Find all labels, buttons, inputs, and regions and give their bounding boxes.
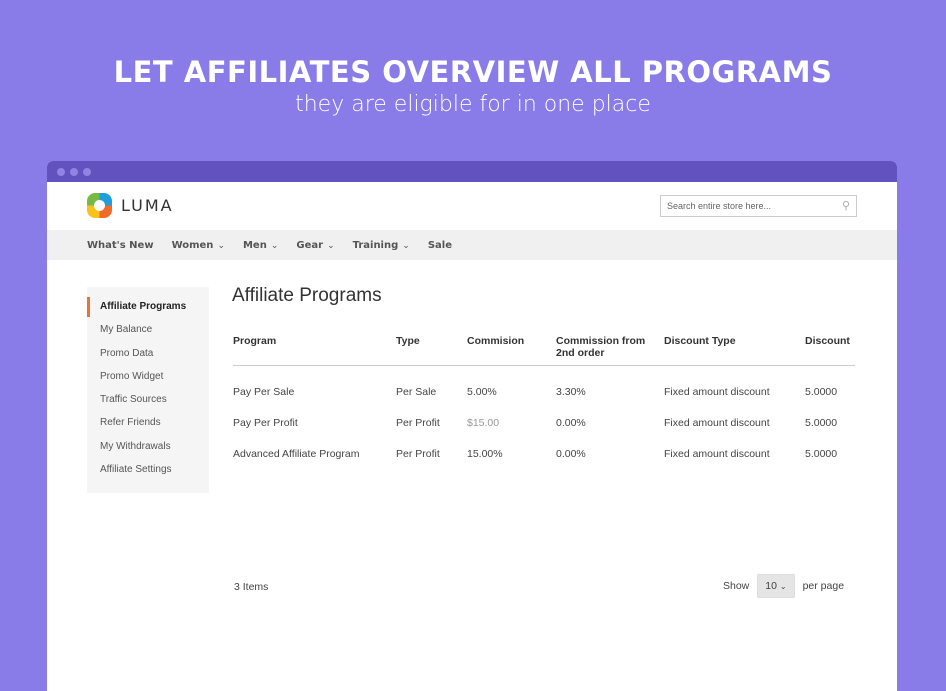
per-page-select[interactable]: 10 ⌄ [757, 574, 795, 598]
nav-label: Women [171, 239, 214, 251]
table-cell: 5.0000 [805, 386, 838, 398]
chevron-down-icon: ⌄ [270, 240, 279, 251]
table-cell: Per Profit [396, 417, 440, 429]
table-cell: 5.00% [467, 386, 497, 398]
per-page-label: per page [802, 580, 845, 592]
nav-label: What's New [87, 239, 154, 251]
nav-item-sale[interactable]: Sale [428, 240, 452, 251]
nav-label: Sale [427, 239, 452, 251]
table-cell: Pay Per Sale [233, 386, 295, 398]
account-sidebar: Affiliate Programs My Balance Promo Data Pr… [87, 287, 209, 493]
table-cell: Fixed amount discount [664, 417, 770, 429]
sidebar-item-promo-data[interactable]: Promo Data [100, 347, 154, 359]
items-count: 3 Items [234, 581, 269, 593]
show-label: Show [723, 580, 750, 592]
col-commission-2nd: Commission from 2nd order [556, 335, 646, 359]
nav-label: Gear [296, 239, 324, 251]
table-cell: 0.00% [556, 448, 586, 460]
chevron-down-icon: ⌄ [327, 240, 335, 251]
sidebar-item-affiliate-settings[interactable]: Affiliate Settings [100, 464, 172, 476]
sidebar-item-traffic-sources[interactable]: Traffic Sources [100, 394, 167, 406]
col-type: Type [396, 335, 420, 347]
table-cell: Per Sale [396, 386, 437, 398]
nav-item-what-s-new[interactable]: What's New [87, 240, 154, 251]
table-cell: 15.00% [467, 448, 503, 460]
browser-window: LUMA Search entire store here... ⚲ What'… [47, 161, 897, 691]
logo[interactable]: LUMA [87, 193, 174, 218]
chevron-down-icon: ⌄ [779, 582, 787, 591]
nav-item-training[interactable]: Training ⌄ [353, 240, 410, 251]
nav-item-men[interactable]: Men ⌄ [243, 240, 278, 251]
page-title: Affiliate Programs [232, 285, 382, 306]
col-discount-type: Discount Type [664, 335, 736, 347]
hero-subtitle: they are eligible for in one place [295, 92, 651, 117]
chevron-down-icon: ⌄ [217, 240, 225, 251]
sidebar-item-my-balance[interactable]: My Balance [100, 324, 153, 336]
table-cell: Fixed amount discount [664, 386, 770, 398]
table-cell: 5.0000 [805, 417, 838, 429]
table-cell: Advanced Affiliate Program [233, 448, 360, 460]
nav-item-gear[interactable]: Gear ⌄ [296, 240, 334, 251]
luma-logo-icon [87, 193, 112, 218]
table-cell: 0.00% [556, 417, 586, 429]
nav-label: Men [242, 239, 267, 251]
window-dot [70, 167, 78, 176]
table-cell: $15.00 [467, 417, 500, 429]
table-row: Pay Per Sale Per Sale 5.00% 3.30% Fixed amou… [233, 382, 855, 413]
nav-label: Training [352, 239, 399, 251]
window-titlebar [47, 161, 897, 182]
table-row: Advanced Affiliate Program Per Profit 15.0… [233, 444, 855, 475]
main-nav: What's New Women ⌄ Men ⌄ Gear ⌄ Training ⌄ Sale [47, 230, 897, 260]
pager: Show 10 ⌄ per page [723, 574, 844, 598]
search-icon[interactable]: ⚲ [841, 200, 850, 212]
table-header: Program Type Commision Commission from 2… [233, 331, 855, 366]
table-cell: 3.30% [556, 386, 586, 398]
store-header: LUMA Search entire store here... ⚲ [47, 182, 897, 230]
brand-name: LUMA [121, 196, 174, 215]
sidebar-item-my-withdrawals[interactable]: My Withdrawals [100, 440, 171, 452]
col-program: Program [233, 335, 277, 347]
per-page-value: 10 [765, 580, 777, 592]
hero-title: LET AFFILIATES OVERVIEW ALL PROGRAMS [113, 55, 833, 89]
search-input[interactable]: Search entire store here... ⚲ [660, 195, 857, 217]
window-dot [57, 167, 65, 176]
col-discount: Discount [805, 335, 850, 347]
chevron-down-icon: ⌄ [402, 240, 410, 251]
search-placeholder: Search entire store here... [667, 201, 772, 211]
nav-item-women[interactable]: Women ⌄ [172, 240, 225, 251]
window-dot [83, 167, 91, 176]
table-cell: Pay Per Profit [233, 417, 298, 429]
table-cell: Fixed amount discount [664, 448, 770, 460]
sidebar-item-affiliate-programs[interactable]: Affiliate Programs [87, 296, 209, 322]
sidebar-item-promo-widget[interactable]: Promo Widget [100, 370, 164, 382]
table-cell: 5.0000 [805, 448, 838, 460]
sidebar-item-refer-friends[interactable]: Refer Friends [100, 417, 161, 429]
table-row: Pay Per Profit Per Profit $15.00 0.00% Fixed… [233, 413, 855, 444]
table-cell: Per Profit [396, 448, 440, 460]
programs-table: Program Type Commision Commission from 2… [233, 331, 855, 475]
col-commision: Commision [467, 335, 525, 347]
